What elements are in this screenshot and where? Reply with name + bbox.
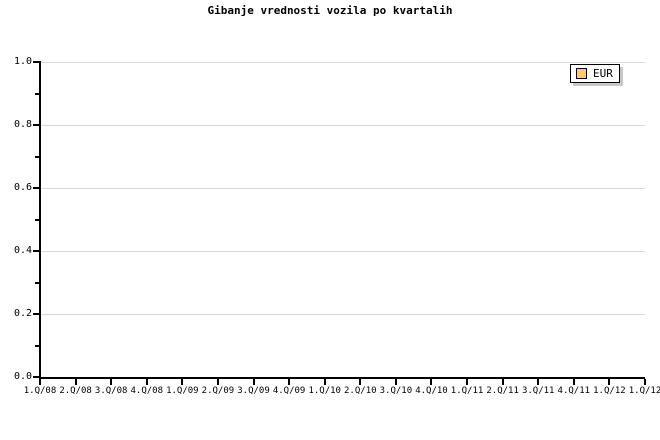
y-axis-tick <box>33 61 40 63</box>
x-axis-tick-label: 1.Q/09 <box>166 386 199 396</box>
x-axis-tick <box>39 379 41 385</box>
y-axis-tick <box>33 376 40 378</box>
chart-legend: EUR <box>570 64 620 83</box>
x-axis-tick-label: 4.Q/10 <box>415 386 448 396</box>
y-axis-tick <box>33 124 40 126</box>
x-axis-tick-label: 2.Q/11 <box>486 386 519 396</box>
gridline <box>40 314 645 315</box>
y-axis-tick <box>33 187 40 189</box>
y-axis-tick <box>33 250 40 252</box>
x-axis-tick <box>466 379 469 385</box>
gridline <box>40 188 645 189</box>
x-axis-tick <box>394 379 397 385</box>
x-axis-tick-label: 1.Q/11 <box>450 386 484 396</box>
chart-title: Gibanje vrednosti vozila po kvartalih <box>207 4 453 17</box>
x-axis-tick-label: 4.Q/11 <box>557 386 591 396</box>
legend-label-eur: EUR <box>593 67 613 80</box>
y-axis-tick-label: 0.0 <box>13 371 32 382</box>
y-axis-tick-label: 1.0 <box>13 56 32 67</box>
y-axis-minor-tick <box>35 155 40 158</box>
x-axis-tick <box>430 379 433 385</box>
y-axis-tick-labels: 0.0 0.2 0.4 0.6 0.8 1.0 <box>0 0 32 440</box>
x-axis-tick-label: 3.Q/08 <box>94 386 128 396</box>
x-axis-tick-label: 3.Q/09 <box>237 386 270 396</box>
plot-area <box>40 62 645 378</box>
x-axis-tick <box>644 379 646 385</box>
y-axis-minor-tick <box>35 92 40 95</box>
x-axis-tick <box>110 379 113 385</box>
x-axis-tick-label: 1.Q/08 <box>23 386 57 396</box>
y-axis-tick-label: 0.8 <box>13 119 32 130</box>
x-axis-tick <box>323 379 326 385</box>
y-axis-tick <box>33 313 40 315</box>
x-axis-tick <box>359 379 362 385</box>
y-axis-minor-tick <box>35 218 40 221</box>
x-axis-tick <box>608 379 611 385</box>
x-axis-tick-label: 1.Q/12 <box>628 386 660 396</box>
x-axis-tick-label: 2.Q/10 <box>344 386 377 396</box>
y-axis-minor-tick <box>35 344 40 347</box>
x-axis-tick <box>537 379 540 385</box>
gridline <box>40 251 645 252</box>
x-axis-tick <box>288 379 291 385</box>
x-axis-spine <box>39 377 645 379</box>
y-axis-tick-label: 0.4 <box>13 245 32 256</box>
x-axis-tick <box>181 379 184 385</box>
y-axis-minor-tick <box>35 281 40 284</box>
y-axis-tick-label: 0.2 <box>13 308 32 319</box>
x-axis-tick-label: 2.Q/09 <box>201 386 235 396</box>
x-axis-tick <box>501 379 504 385</box>
x-axis-tick-label: 1.Q/12 <box>593 386 626 396</box>
x-axis-tick-label: 3.Q/11 <box>521 386 555 396</box>
x-axis-tick-label: 2.Q/08 <box>59 386 92 396</box>
x-axis-tick <box>74 379 77 385</box>
x-axis-tick <box>145 379 148 385</box>
gridline <box>40 62 645 63</box>
x-axis-tick-label: 4.Q/08 <box>130 386 163 396</box>
x-axis-tick <box>252 379 255 385</box>
x-axis-tick-label: 4.Q/09 <box>272 386 306 396</box>
gridline <box>40 125 645 126</box>
y-axis-spine <box>39 61 41 378</box>
x-axis-tick <box>572 379 575 385</box>
x-axis-tick-label: 1.Q/10 <box>308 386 341 396</box>
x-axis-tick <box>216 379 219 385</box>
x-axis-tick-label: 3.Q/10 <box>379 386 413 396</box>
y-axis-tick-label: 0.6 <box>13 182 32 193</box>
legend-swatch-eur-icon <box>576 68 587 79</box>
